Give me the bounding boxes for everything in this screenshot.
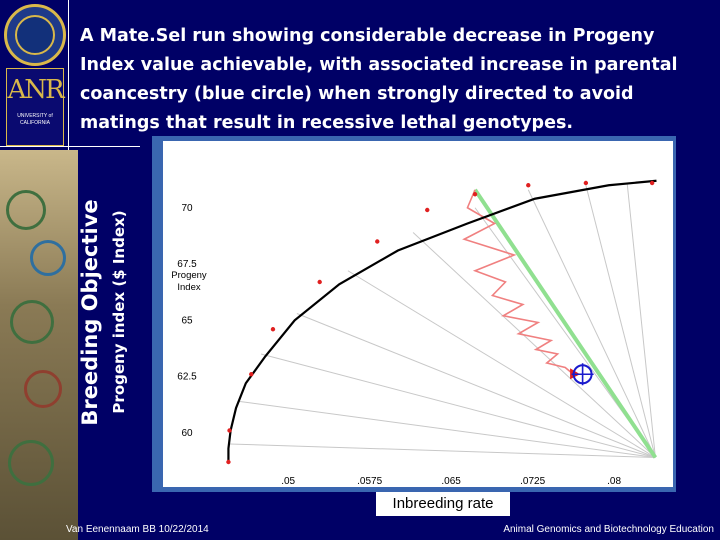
coancestry-circle-layer (571, 363, 594, 386)
chart-y-axis-title: Progeny (171, 270, 207, 281)
y-tick-label: 70 (181, 203, 193, 214)
footer-author-date: Van Eenennaam BB 10/22/2014 (66, 524, 209, 535)
x-axis-label: Inbreeding rate (376, 492, 510, 516)
frontier-point (226, 459, 231, 465)
frontier-point (649, 180, 655, 186)
decorative-horizontal-line (0, 146, 140, 147)
decorative-sculpture-photo (0, 150, 78, 540)
seal-inner-ring (15, 15, 55, 55)
y-tick-label: 60 (181, 428, 193, 439)
y-tick-label: 62.5 (177, 372, 197, 383)
ray-line (585, 185, 656, 458)
frontier-markers-layer (226, 180, 655, 465)
anr-logo: ANR UNIVERSITY of CALIFORNIA (6, 68, 65, 146)
y-tick-label: 65 (181, 315, 193, 326)
anr-logo-letters: ANR (7, 75, 64, 105)
university-seal-logo (4, 4, 66, 66)
sculpture-ring (24, 370, 62, 408)
frontier-point (317, 279, 322, 285)
chart-y-axis-title: Index (177, 282, 200, 293)
y-ticks-layer: 60 62.5 65 67.5 70 (177, 203, 197, 439)
footer-program: Animal Genomics and Biotechnology Educat… (503, 524, 714, 535)
ray-line (260, 353, 656, 458)
frontier-point (526, 183, 531, 188)
ray-line (527, 189, 656, 458)
ray-line (238, 400, 656, 458)
y-axis-label-inner: Progeny index ($ Index) (110, 210, 128, 414)
frontier-point (249, 372, 254, 377)
frontier-layer (227, 179, 657, 462)
highlight-ray (473, 188, 658, 459)
y-tick-label: 67.5 (177, 259, 197, 270)
chart-panel: 60 62.5 65 67.5 70 .05 .0575 .065 .0725 .08 Prog… (163, 141, 673, 487)
ray-line (296, 313, 656, 458)
rays-layer (229, 182, 656, 458)
sculpture-ring (30, 240, 66, 276)
sculpture-ring (6, 190, 46, 230)
ray-line (229, 443, 656, 458)
decorative-vertical-line (68, 0, 69, 150)
anr-logo-subtext: UNIVERSITY of CALIFORNIA (17, 113, 53, 126)
slide-title: A Mate.Sel run showing considerable decr… (80, 26, 678, 133)
x-tick-label: .08 (607, 476, 621, 487)
x-ticks-layer: .05 .0575 .065 .0725 .08 (281, 476, 621, 487)
ray-line (347, 270, 656, 458)
frontier-point (227, 428, 232, 433)
sculpture-ring (8, 440, 54, 486)
frontier-point (270, 327, 276, 332)
search-path-line (462, 189, 577, 375)
x-tick-label: .065 (441, 476, 461, 487)
sculpture-ring (10, 300, 54, 344)
y-axis-label-outer: Breeding Objective (78, 199, 102, 426)
x-tick-label: .05 (281, 476, 295, 487)
ray-line (626, 182, 656, 458)
frontier-point (425, 207, 430, 213)
frontier-line (227, 179, 657, 462)
chart-svg: 60 62.5 65 67.5 70 .05 .0575 .065 .0725 .08 Prog… (171, 179, 658, 487)
ray-line (412, 232, 656, 458)
frontier-point (583, 180, 589, 186)
frontier-point (375, 239, 380, 244)
x-tick-label: .0575 (357, 476, 382, 487)
highlight-ray-layer (473, 188, 658, 459)
x-tick-label: .0725 (520, 476, 545, 487)
frontier-point (472, 192, 478, 197)
